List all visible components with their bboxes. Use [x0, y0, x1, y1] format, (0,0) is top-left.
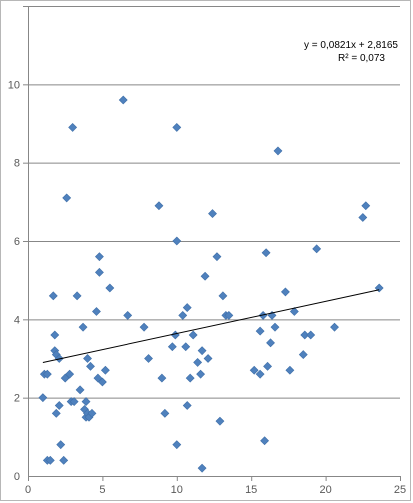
y-tick-label-2: 2	[14, 393, 20, 405]
data-point-62	[208, 209, 217, 219]
data-point-59	[197, 346, 207, 356]
x-tick-label-0: 0	[25, 484, 31, 496]
data-point-69	[255, 369, 265, 379]
tick-labels: 0 5 10 15 20 25 0 2 4 6 8 10	[8, 79, 406, 496]
data-point-58	[197, 463, 207, 473]
data-point-61	[203, 354, 213, 363]
x-tick-label-5: 5	[99, 484, 105, 496]
data-point-82	[298, 350, 308, 360]
y-tick-label-4: 4	[14, 314, 20, 326]
data-point-18	[68, 122, 78, 132]
data-point-50	[178, 310, 188, 320]
data-point-49	[172, 236, 182, 246]
x-tick-label-25: 25	[394, 484, 406, 496]
data-point-43	[157, 373, 167, 383]
trendline	[42, 289, 380, 363]
data-point-68	[249, 365, 259, 375]
data-point-52	[182, 303, 192, 313]
data-point-19	[69, 397, 79, 407]
data-point-78	[273, 146, 283, 156]
data-point-21	[75, 385, 85, 395]
data-point-87	[358, 213, 368, 222]
data-point-54	[185, 373, 195, 383]
data-point-34	[94, 252, 104, 262]
data-point-42	[154, 201, 164, 211]
data-point-67	[224, 310, 234, 320]
data-point-8	[51, 408, 61, 418]
data-point-41	[144, 354, 153, 363]
y-tick-label-0: 0	[14, 471, 20, 483]
y-tick-label-6: 6	[14, 236, 20, 248]
data-point-72	[260, 436, 270, 446]
data-point-26	[83, 354, 92, 363]
data-point-31	[92, 307, 101, 316]
data-point-57	[196, 369, 206, 379]
data-point-20	[72, 291, 82, 301]
x-tick-label-15: 15	[245, 484, 257, 496]
data-point-44	[160, 408, 170, 418]
data-point-36	[100, 365, 110, 375]
axes	[23, 6, 401, 481]
trendline-r-squared: R² = 0,073	[338, 53, 385, 64]
data-point-86	[330, 322, 339, 332]
data-point-60	[200, 271, 210, 281]
data-point-83	[300, 330, 310, 340]
data-point-12	[56, 440, 66, 450]
data-point-16	[65, 369, 75, 379]
data-point-48	[172, 122, 182, 132]
data-point-35	[97, 377, 107, 387]
data-point-55	[188, 330, 198, 340]
data-point-80	[285, 365, 295, 375]
data-point-33	[94, 267, 104, 277]
data-point-39	[123, 310, 133, 320]
data-point-53	[182, 401, 192, 410]
data-point-63	[212, 252, 222, 262]
data-point-0	[38, 393, 48, 403]
data-point-45	[167, 342, 177, 352]
data-point-81	[289, 307, 299, 316]
data-point-65	[218, 291, 228, 301]
data-point-70	[255, 326, 265, 336]
data-point-74	[263, 361, 272, 371]
data-point-13	[59, 455, 69, 465]
data-points	[38, 95, 384, 473]
data-point-7	[50, 330, 60, 340]
data-point-30	[87, 408, 97, 418]
data-point-4	[45, 455, 55, 465]
data-point-15	[62, 193, 72, 203]
x-tick-label-10: 10	[171, 484, 183, 496]
trendline-equation: y = 0,0821x + 2,8165	[304, 40, 398, 51]
trendline-group	[42, 289, 380, 363]
data-point-73	[261, 248, 271, 258]
data-point-85	[312, 244, 322, 254]
data-point-64	[215, 416, 225, 426]
data-point-84	[306, 330, 316, 340]
gridlines	[28, 6, 400, 399]
y-tick-label-10: 10	[8, 79, 20, 91]
data-point-56	[193, 357, 203, 367]
data-point-22	[78, 322, 88, 332]
data-point-79	[280, 287, 290, 297]
data-point-46	[170, 330, 180, 340]
data-point-75	[266, 338, 275, 348]
data-point-88	[361, 201, 371, 211]
data-point-2	[42, 369, 52, 379]
y-tick-label-8: 8	[14, 158, 20, 170]
data-point-38	[118, 95, 128, 105]
data-point-37	[105, 283, 115, 293]
data-point-24	[81, 397, 91, 407]
data-point-47	[172, 440, 182, 450]
data-point-40	[139, 322, 149, 332]
data-point-29	[86, 361, 95, 371]
x-tick-label-20: 20	[319, 484, 331, 496]
data-point-5	[48, 291, 58, 301]
data-point-11	[54, 401, 64, 410]
data-point-51	[181, 342, 191, 352]
data-point-77	[270, 322, 280, 332]
